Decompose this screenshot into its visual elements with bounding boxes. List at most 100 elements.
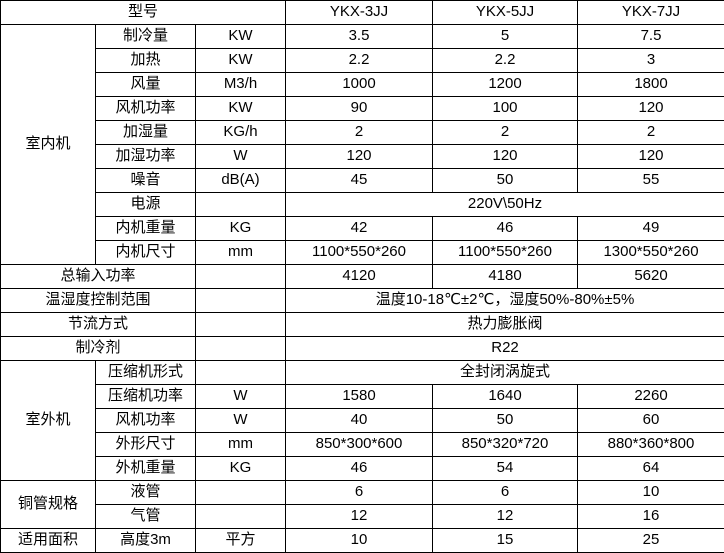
- row-value-ykx-3jj: 46: [285, 456, 433, 481]
- row-value-ykx-7jj: 2260: [577, 384, 724, 409]
- table-row: 温湿度控制范围 温度10-18℃±2℃，湿度50%-80%±5%: [0, 288, 724, 313]
- row-item-label: 制冷剂: [0, 336, 196, 361]
- row-unit-label: mm: [195, 240, 286, 265]
- header-model-ykx-5jj: YKX-5JJ: [432, 0, 578, 25]
- row-value-ykx-5jj: 12: [432, 504, 578, 529]
- row-value-ykx-7jj: 880*360*800: [577, 432, 724, 457]
- row-value-ykx-7jj: 55: [577, 168, 724, 193]
- row-value-ykx-3jj: 12: [285, 504, 433, 529]
- row-value-ykx-3jj: 4120: [285, 264, 433, 289]
- table-row: 外形尺寸 mm 850*300*600 850*320*720 880*360*…: [1, 432, 724, 457]
- table-row: 室外机 压缩机形式 全封闭涡旋式: [0, 360, 724, 481]
- row-value-all-models: 热力膨胀阀: [285, 312, 724, 337]
- row-value-ykx-5jj: 100: [432, 96, 578, 121]
- row-value-ykx-5jj: 4180: [432, 264, 578, 289]
- row-value-ykx-5jj: 1200: [432, 72, 578, 97]
- row-item-label: 噪音: [95, 168, 196, 193]
- table-row: 内机尺寸 mm 1100*550*260 1100*550*260 1300*5…: [1, 240, 724, 265]
- row-item-label: 风机功率: [95, 96, 196, 121]
- table-row: 压缩机功率 W 1580 1640 2260: [1, 384, 724, 409]
- row-value-ykx-3jj: 2: [285, 120, 433, 145]
- row-unit-label: KW: [195, 48, 286, 73]
- row-item-label: 风机功率: [95, 408, 196, 433]
- row-value-ykx-7jj: 25: [577, 528, 724, 553]
- group-label-copper-pipe: 铜管规格: [0, 480, 96, 529]
- row-unit-label: [195, 288, 286, 313]
- table-row: 室内机 制冷量 KW 3.5 5 7.5: [0, 24, 724, 265]
- row-unit-label: [195, 192, 286, 217]
- row-value-ykx-5jj: 2.2: [432, 48, 578, 73]
- group-label-outdoor-unit: 室外机: [0, 360, 96, 481]
- row-value-ykx-7jj: 10: [577, 480, 724, 505]
- row-value-ykx-7jj: 7.5: [577, 24, 724, 49]
- row-value-ykx-7jj: 120: [577, 96, 724, 121]
- row-value-ykx-3jj: 42: [285, 216, 433, 241]
- row-unit-label: W: [195, 408, 286, 433]
- row-unit-label: W: [195, 384, 286, 409]
- row-value-all-models: 全封闭涡旋式: [285, 360, 724, 385]
- row-value-ykx-7jj: 64: [577, 456, 724, 481]
- row-unit-label: [195, 312, 286, 337]
- row-value-ykx-3jj: 850*300*600: [285, 432, 433, 457]
- table-row: 噪音 dB(A) 45 50 55: [1, 168, 724, 193]
- row-item-label: 温湿度控制范围: [0, 288, 196, 313]
- row-unit-label: [195, 336, 286, 361]
- row-unit-label: KW: [195, 96, 286, 121]
- row-unit-label: mm: [195, 432, 286, 457]
- row-unit-label: KG: [195, 456, 286, 481]
- row-item-label: 总输入功率: [0, 264, 196, 289]
- row-value-ykx-5jj: 1100*550*260: [432, 240, 578, 265]
- row-item-label: 电源: [95, 192, 196, 217]
- row-value-ykx-3jj: 90: [285, 96, 433, 121]
- row-unit-label: dB(A): [195, 168, 286, 193]
- table-row: 铜管规格 液管 6 6 10: [0, 480, 724, 529]
- row-item-label: 制冷量: [95, 24, 196, 49]
- row-value-ykx-3jj: 1580: [285, 384, 433, 409]
- row-unit-label: 平方: [195, 528, 286, 553]
- row-value-ykx-5jj: 5: [432, 24, 578, 49]
- header-model-ykx-3jj: YKX-3JJ: [285, 0, 433, 25]
- row-value-ykx-3jj: 40: [285, 408, 433, 433]
- row-value-ykx-3jj: 1000: [285, 72, 433, 97]
- group-label-indoor-unit: 室内机: [0, 24, 96, 265]
- table-row: 风机功率 KW 90 100 120: [1, 96, 724, 121]
- row-value-ykx-7jj: 2: [577, 120, 724, 145]
- table-row: 加湿量 KG/h 2 2 2: [1, 120, 724, 145]
- table-row: 气管 12 12 16: [1, 504, 724, 529]
- row-item-label: 节流方式: [0, 312, 196, 337]
- row-value-ykx-5jj: 54: [432, 456, 578, 481]
- row-unit-label: KW: [195, 24, 286, 49]
- row-unit-label: KG: [195, 216, 286, 241]
- row-item-label: 液管: [95, 480, 196, 505]
- table-row: 电源 220V\50Hz: [1, 192, 724, 217]
- row-value-ykx-5jj: 120: [432, 144, 578, 169]
- row-item-label: 外机重量: [95, 456, 196, 481]
- row-value-ykx-3jj: 2.2: [285, 48, 433, 73]
- row-value-ykx-5jj: 850*320*720: [432, 432, 578, 457]
- row-item-label: 压缩机功率: [95, 384, 196, 409]
- row-unit-label: KG/h: [195, 120, 286, 145]
- row-value-ykx-5jj: 46: [432, 216, 578, 241]
- table-header-row: 型号 YKX-3JJ YKX-5JJ YKX-7JJ: [0, 0, 724, 25]
- table-row: 加热 KW 2.2 2.2 3: [1, 48, 724, 73]
- row-value-all-models: 温度10-18℃±2℃，湿度50%-80%±5%: [285, 288, 724, 313]
- row-value-ykx-7jj: 3: [577, 48, 724, 73]
- row-value-ykx-3jj: 3.5: [285, 24, 433, 49]
- row-item-label: 压缩机形式: [95, 360, 196, 385]
- row-item-label: 内机尺寸: [95, 240, 196, 265]
- row-item-label: 加热: [95, 48, 196, 73]
- row-value-ykx-7jj: 5620: [577, 264, 724, 289]
- row-value-ykx-3jj: 10: [285, 528, 433, 553]
- row-value-ykx-7jj: 1300*550*260: [577, 240, 724, 265]
- table-row: 节流方式 热力膨胀阀: [0, 312, 724, 337]
- row-value-ykx-5jj: 15: [432, 528, 578, 553]
- row-value-ykx-5jj: 2: [432, 120, 578, 145]
- row-unit-label: W: [195, 144, 286, 169]
- row-value-ykx-5jj: 50: [432, 408, 578, 433]
- row-value-all-models: R22: [285, 336, 724, 361]
- row-value-ykx-7jj: 120: [577, 144, 724, 169]
- row-unit-label: M3/h: [195, 72, 286, 97]
- table-row: 加湿功率 W 120 120 120: [1, 144, 724, 169]
- table-row: 制冷剂 R22: [0, 336, 724, 361]
